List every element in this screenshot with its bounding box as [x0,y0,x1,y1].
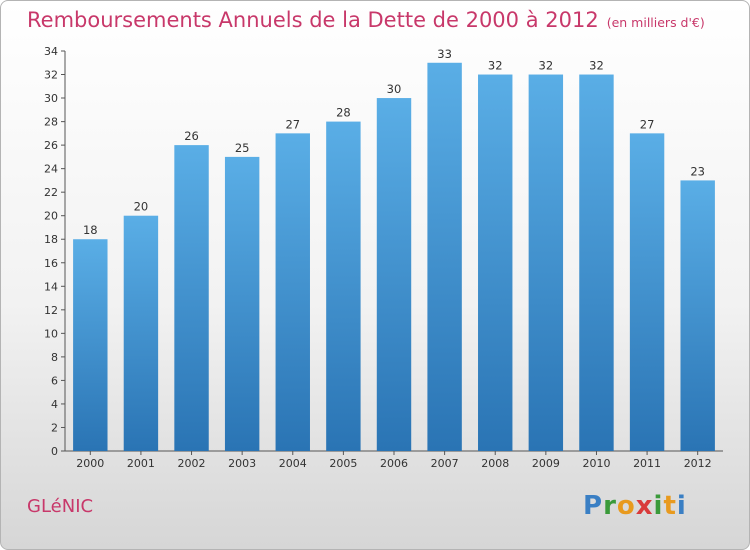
y-tick-label: 12 [44,304,58,317]
bar-value-label: 18 [83,223,98,237]
bar [224,156,260,451]
bar-value-label: 30 [387,82,402,96]
y-tick-label: 20 [44,210,58,223]
bar [174,145,209,451]
bar-value-label: 25 [235,141,250,155]
logo-letter: t [663,491,677,521]
logo-letter: r [603,491,617,521]
bar [528,74,564,451]
y-tick-label: 24 [44,163,58,176]
chart-title-text: Remboursements Annuels de la Dette de 20… [27,8,599,32]
x-tick-label: 2011 [633,457,661,470]
bar-value-label: 32 [589,59,604,73]
x-tick-label: 2003 [228,457,256,470]
y-tick-label: 4 [51,398,58,411]
y-tick-label: 34 [44,45,58,58]
y-tick-label: 32 [44,69,58,82]
x-tick-label: 2009 [532,457,560,470]
bar-value-label: 33 [437,47,452,61]
bar-value-label: 23 [690,164,705,178]
y-tick-label: 30 [44,92,58,105]
y-tick-label: 16 [44,257,58,270]
y-tick-label: 8 [51,351,58,364]
x-tick-label: 2010 [582,457,610,470]
y-tick-label: 0 [51,445,58,458]
x-tick-label: 2000 [76,457,104,470]
x-tick-label: 2007 [431,457,459,470]
commune-name: GLéNIC [27,496,94,517]
bar [680,180,715,452]
bar [579,74,614,451]
logo-letter: x [635,491,654,521]
chart-unit: (en milliers d'€) [606,15,705,30]
bar [478,74,513,451]
y-tick-label: 26 [44,139,58,152]
bar-value-label: 20 [134,200,149,214]
bar-value-label: 26 [184,129,199,143]
x-tick-label: 2006 [380,457,408,470]
x-tick-label: 2008 [481,457,509,470]
y-tick-label: 28 [44,116,58,129]
bar-value-label: 27 [285,117,300,131]
x-tick-label: 2012 [684,457,712,470]
logo-letter: i [676,491,687,521]
bar [376,98,412,451]
y-tick-label: 22 [44,186,58,199]
logo-letter: o [616,491,636,521]
bar-value-label: 28 [336,106,351,120]
bar [275,133,310,451]
chart-title: Remboursements Annuels de la Dette de 20… [27,8,705,32]
bar [427,62,462,451]
bar-value-label: 27 [640,117,655,131]
y-tick-label: 14 [44,280,58,293]
x-tick-label: 2005 [329,457,357,470]
bar-value-label: 32 [488,59,503,73]
bar [629,133,665,451]
bar [73,239,108,451]
y-tick-label: 10 [44,327,58,340]
bar-value-label: 32 [539,59,554,73]
proxiti-logo: Proxiti [583,491,687,521]
bar [326,121,361,452]
x-tick-label: 2004 [279,457,307,470]
y-tick-label: 6 [51,374,58,387]
logo-letter: i [653,491,664,521]
y-tick-label: 2 [51,421,58,434]
x-tick-label: 2002 [178,457,206,470]
y-tick-label: 18 [44,233,58,246]
bar [123,215,159,451]
logo-letter: P [583,491,604,521]
x-tick-label: 2001 [127,457,155,470]
